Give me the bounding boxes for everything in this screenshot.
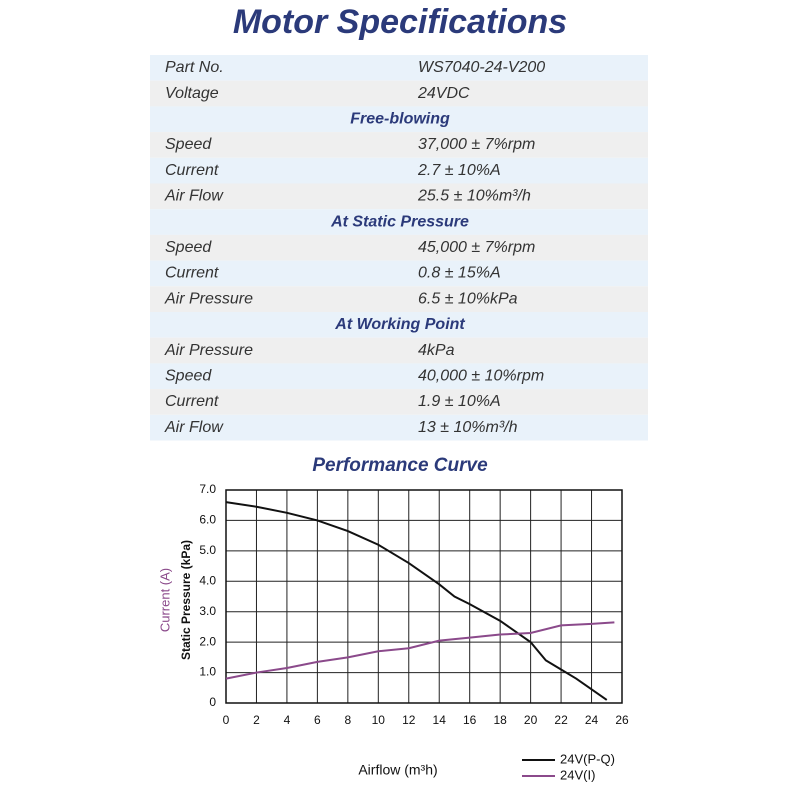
section-heading: At Static Pressure [330, 213, 469, 230]
plot-frame [225, 489, 623, 704]
spec-label: Voltage [165, 85, 219, 102]
spec-value: 4kPa [418, 342, 455, 359]
x-tick-label: 8 [345, 713, 352, 727]
legend-label: 24V(P-Q) [560, 751, 615, 766]
spec-label: Current [165, 265, 219, 282]
spec-value: 25.5 ± 10%m³/h [417, 188, 531, 205]
title: Motor Specifications [233, 3, 567, 41]
spec-value: 13 ± 10%m³/h [418, 419, 518, 436]
row-bg [150, 312, 648, 338]
y-tick-label: 4.0 [199, 573, 216, 587]
spec-label: Air Flow [164, 419, 224, 436]
section-heading: Free-blowing [350, 110, 450, 127]
section-heading: At Working Point [334, 316, 465, 333]
spec-value: 6.5 ± 10%kPa [418, 290, 518, 307]
row-bg [150, 286, 648, 312]
x-tick-label: 4 [284, 713, 291, 727]
row-bg [150, 106, 648, 133]
spec-label: Air Pressure [164, 290, 253, 307]
x-tick-label: 18 [493, 713, 507, 727]
y-tick-label: 1.0 [199, 665, 216, 679]
spec-label: Speed [165, 367, 212, 384]
y-tick-label: 0 [209, 695, 216, 709]
x-tick-label: 0 [223, 713, 230, 727]
legend-label: 24V(I) [560, 767, 595, 782]
spec-label: Current [165, 162, 219, 179]
series-line [225, 621, 615, 680]
y-tick-label: 5.0 [199, 543, 216, 557]
x-axis-label: Airflow (m³h) [358, 762, 437, 778]
series-line [225, 501, 608, 701]
row-bg [150, 260, 648, 287]
x-tick-label: 6 [314, 713, 321, 727]
spec-value: 45,000 ± 7%rpm [418, 239, 535, 256]
x-tick-label: 14 [433, 713, 447, 727]
row-bg [150, 132, 648, 158]
row-bg [150, 183, 648, 210]
y-tick-label: 7.0 [199, 482, 216, 496]
x-tick-label: 26 [615, 713, 629, 727]
x-tick-label: 22 [554, 713, 568, 727]
y-axis-label-2: Current (A) [157, 568, 172, 632]
x-tick-label: 24 [585, 713, 599, 727]
spec-label: Air Flow [164, 188, 224, 205]
row-bg [150, 363, 648, 390]
x-tick-label: 16 [463, 713, 477, 727]
row-bg [150, 80, 648, 107]
y-tick-label: 3.0 [199, 604, 216, 618]
row-bg [150, 389, 648, 415]
row-bg [150, 209, 648, 235]
row-bg [150, 337, 648, 364]
y-tick-label: 2.0 [199, 634, 216, 648]
spec-label: Current [165, 393, 219, 410]
spec-value: 24VDC [417, 85, 470, 102]
x-tick-label: 10 [372, 713, 386, 727]
spec-value: 40,000 ± 10%rpm [418, 367, 544, 384]
chart-title: Performance Curve [312, 455, 488, 476]
spec-value: 37,000 ± 7%rpm [418, 136, 535, 153]
spec-label: Speed [165, 239, 212, 256]
row-bg [150, 157, 648, 184]
spec-value: 2.7 ± 10%A [417, 162, 501, 179]
row-bg [150, 234, 648, 261]
spec-value: 0.8 ± 15%A [418, 265, 501, 282]
x-tick-label: 12 [402, 713, 416, 727]
spec-label: Air Pressure [164, 342, 253, 359]
x-tick-label: 2 [253, 713, 260, 727]
spec-value: WS7040-24-V200 [418, 59, 545, 76]
x-tick-label: 20 [524, 713, 538, 727]
spec-value: 1.9 ± 10%A [418, 393, 501, 410]
y-axis-label: Static Pressure (kPa) [179, 540, 193, 660]
row-bg [150, 414, 648, 441]
y-tick-label: 6.0 [199, 513, 216, 527]
spec-label: Speed [165, 136, 212, 153]
row-bg [150, 55, 648, 81]
spec-label: Part No. [165, 59, 224, 76]
